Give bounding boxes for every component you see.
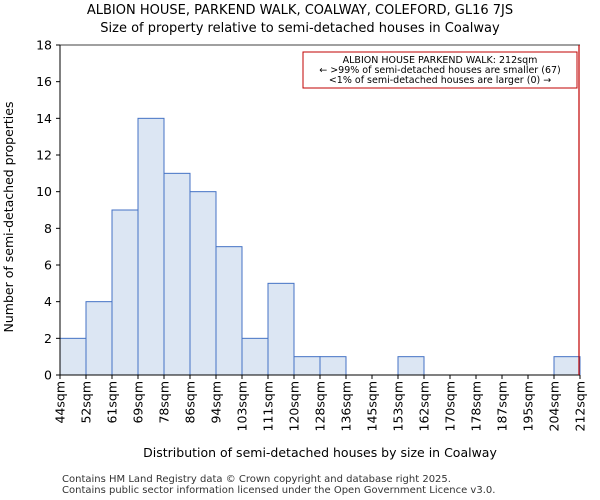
- x-tick-label: 162sqm: [417, 381, 432, 431]
- y-tick-label: 16: [36, 74, 52, 89]
- x-tick-label: 195sqm: [521, 381, 536, 431]
- x-tick-label: 136sqm: [339, 381, 354, 431]
- annotation-line-2: ← >99% of semi-detached houses are small…: [319, 65, 561, 76]
- y-tick-label: 0: [44, 368, 52, 383]
- x-tick-label: 204sqm: [547, 381, 562, 431]
- histogram-bar: [85, 301, 113, 376]
- histogram-bar: [267, 282, 295, 376]
- histogram-bar: [293, 356, 321, 376]
- footer-licence: Contains public sector information licen…: [62, 485, 496, 496]
- chart-title-address: ALBION HOUSE, PARKEND WALK, COALWAY, COL…: [86, 3, 514, 18]
- x-tick-label: 153sqm: [391, 381, 406, 431]
- y-tick-label: 18: [36, 38, 52, 53]
- x-tick-label: 145sqm: [365, 381, 380, 431]
- x-tick-label: 120sqm: [287, 381, 302, 431]
- x-axis-label: Distribution of semi-detached houses by …: [143, 445, 497, 460]
- x-tick-label: 212sqm: [573, 381, 588, 431]
- histogram-bar: [241, 337, 269, 376]
- histogram-bar: [59, 337, 87, 376]
- y-tick-label: 14: [36, 111, 52, 126]
- annotation-line-1: ALBION HOUSE PARKEND WALK: 212sqm: [343, 55, 538, 66]
- x-tick-label: 187sqm: [495, 381, 510, 431]
- x-tick-label: 78sqm: [157, 381, 172, 424]
- histogram-bar: [137, 117, 165, 376]
- histogram-bar: [163, 172, 191, 376]
- y-tick-label: 6: [44, 258, 52, 273]
- x-tick-label: 86sqm: [183, 381, 198, 424]
- x-tick-label: 61sqm: [105, 381, 120, 424]
- x-tick-label: 52sqm: [79, 381, 94, 424]
- histogram-bar: [397, 356, 425, 376]
- annotation-line-3: <1% of semi-detached houses are larger (…: [329, 75, 551, 86]
- x-tick-label: 94sqm: [209, 381, 224, 424]
- footer-copyright: Contains HM Land Registry data © Crown c…: [62, 474, 451, 485]
- y-tick-label: 10: [36, 184, 52, 199]
- x-tick-label: 111sqm: [261, 381, 276, 431]
- chart-subtitle: Size of property relative to semi-detach…: [100, 21, 500, 36]
- x-tick-label: 69sqm: [131, 381, 146, 424]
- x-tick-label: 44sqm: [53, 381, 68, 424]
- x-tick-label: 170sqm: [443, 381, 458, 431]
- histogram-bar: [111, 209, 139, 376]
- histogram-bar: [319, 356, 347, 376]
- x-tick-label: 103sqm: [235, 381, 250, 431]
- x-tick-label: 178sqm: [469, 381, 484, 431]
- y-axis-label: Number of semi-detached properties: [1, 102, 16, 333]
- histogram-bar: [553, 356, 581, 376]
- y-tick-label: 4: [44, 294, 52, 309]
- y-tick-label: 12: [36, 148, 52, 163]
- y-tick-label: 2: [44, 331, 52, 346]
- x-tick-label: 128sqm: [313, 381, 328, 431]
- annotation-box: [302, 51, 578, 89]
- y-tick-label: 8: [44, 221, 52, 236]
- histogram-bar: [189, 191, 217, 376]
- histogram-bar: [215, 246, 243, 376]
